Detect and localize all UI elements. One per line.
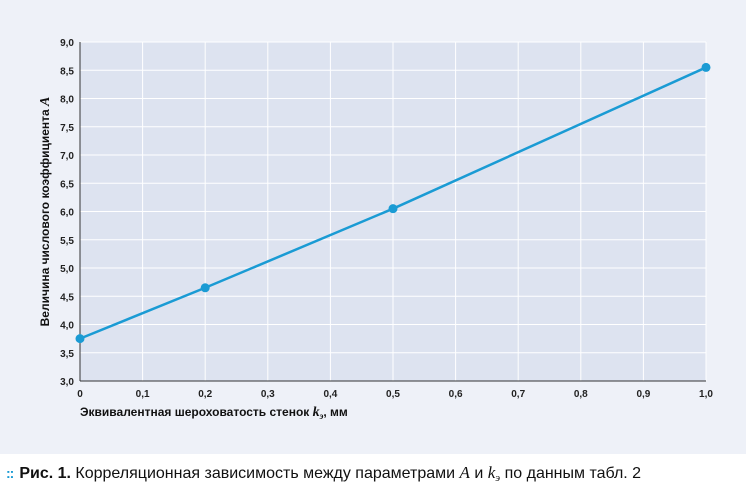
x-tick-label: 0,4	[323, 389, 337, 400]
y-tick-label: 5,5	[60, 236, 74, 247]
y-tick-label: 7,0	[60, 151, 74, 162]
caption-text-2: и	[469, 465, 488, 482]
y-tick-label: 4,5	[60, 292, 74, 303]
data-point	[388, 204, 398, 214]
caption-bullet-icon: ::	[6, 465, 14, 481]
x-tick-label: 0,9	[636, 389, 650, 400]
y-tick-label: 3,5	[60, 349, 74, 360]
x-tick-label: 0,1	[136, 389, 150, 400]
y-tick-label: 6,5	[60, 179, 74, 190]
y-tick-label: 7,5	[60, 123, 74, 134]
line-chart: 0 0,1 0,2 0,3 0,4 0,5 0,6 0,7 0,8 0,9 1,0 3,0 3,5 4,0…	[38, 38, 713, 421]
y-axis-label: Величина числового коэффициента A	[38, 97, 53, 327]
caption-text-3: по данным табл. 2	[500, 465, 642, 482]
caption-var-k: k	[487, 463, 496, 482]
y-tick-label: 6,0	[60, 208, 74, 219]
x-tick-label: 0,6	[449, 389, 463, 400]
y-tick-label: 9,0	[60, 38, 74, 49]
figure-caption: :: Рис. 1. Корреляционная зависимость меж…	[6, 463, 641, 484]
chart-panel: 0 0,1 0,2 0,3 0,4 0,5 0,6 0,7 0,8 0,9 1,0 3,0 3,5 4,0…	[0, 0, 746, 454]
x-tick-label: 0,7	[511, 389, 525, 400]
y-tick-label: 5,0	[60, 264, 74, 275]
x-tick-label: 1,0	[699, 389, 713, 400]
y-tick-label: 8,5	[60, 66, 74, 77]
y-tick-label: 3,0	[60, 377, 74, 388]
caption-sub-k: э	[495, 472, 501, 484]
y-tick-label: 8,0	[60, 95, 74, 106]
y-tick-label: 4,0	[60, 321, 74, 332]
x-tick-label: 0	[77, 389, 83, 400]
data-point	[701, 62, 711, 72]
x-tick-label: 0,3	[261, 389, 275, 400]
x-tick-label: 0,8	[574, 389, 588, 400]
caption-var-a: A	[459, 463, 470, 482]
data-point	[200, 283, 210, 293]
x-tick-label: 0,5	[386, 389, 400, 400]
series-line	[79, 66, 707, 340]
data-point	[75, 334, 85, 344]
caption-figure-label: Рис. 1.	[19, 465, 71, 482]
x-tick-label: 0,2	[198, 389, 212, 400]
x-axis-label: Эквивалентная шероховатость стенок kэ, м…	[80, 405, 348, 421]
caption-text-1: Корреляционная зависимость между парамет…	[70, 465, 460, 482]
